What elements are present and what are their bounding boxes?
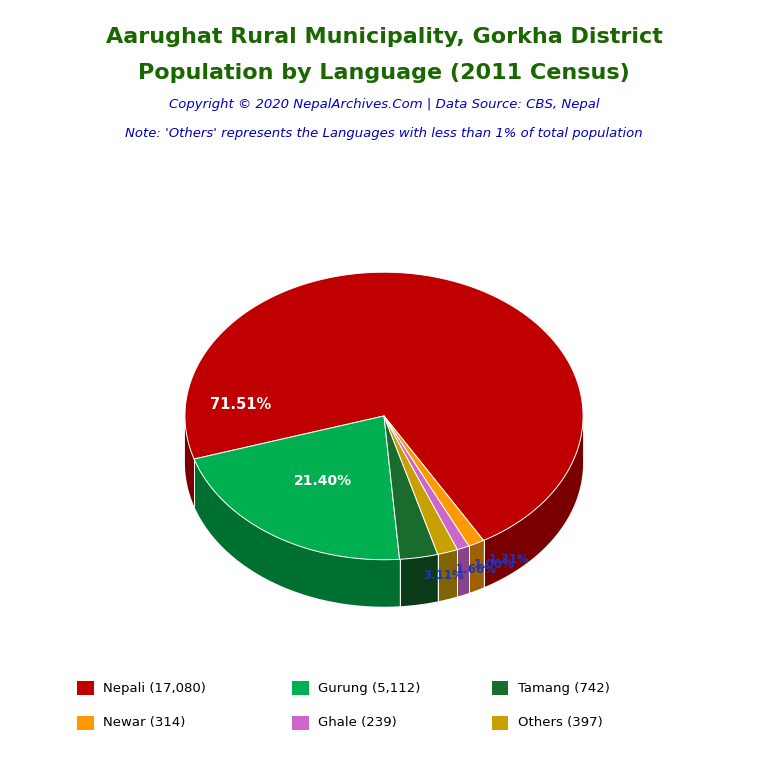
Text: Note: 'Others' represents the Languages with less than 1% of total population: Note: 'Others' represents the Languages …: [125, 127, 643, 140]
Text: 1.66%: 1.66%: [456, 564, 497, 576]
Text: Aarughat Rural Municipality, Gorkha District: Aarughat Rural Municipality, Gorkha Dist…: [105, 27, 663, 47]
Polygon shape: [194, 459, 399, 607]
Text: Nepali (17,080): Nepali (17,080): [103, 682, 206, 694]
Text: 1.31%: 1.31%: [488, 554, 529, 566]
Text: Population by Language (2011 Census): Population by Language (2011 Census): [138, 63, 630, 83]
Polygon shape: [438, 550, 458, 601]
Text: 71.51%: 71.51%: [210, 397, 271, 412]
Text: Ghale (239): Ghale (239): [318, 717, 397, 729]
Polygon shape: [484, 416, 583, 588]
Polygon shape: [458, 546, 469, 597]
Polygon shape: [384, 416, 484, 546]
Text: Newar (314): Newar (314): [103, 717, 185, 729]
Text: Gurung (5,112): Gurung (5,112): [318, 682, 420, 694]
Text: Others (397): Others (397): [518, 717, 602, 729]
Polygon shape: [194, 416, 399, 560]
Polygon shape: [469, 541, 484, 593]
Polygon shape: [185, 416, 194, 506]
Polygon shape: [399, 554, 438, 606]
Polygon shape: [384, 416, 458, 554]
Polygon shape: [384, 416, 438, 559]
Text: 1.00%: 1.00%: [474, 558, 515, 571]
Polygon shape: [384, 416, 469, 550]
Text: Copyright © 2020 NepalArchives.Com | Data Source: CBS, Nepal: Copyright © 2020 NepalArchives.Com | Dat…: [169, 98, 599, 111]
Text: 3.11%: 3.11%: [423, 569, 464, 582]
Text: 21.40%: 21.40%: [293, 475, 352, 488]
Text: Tamang (742): Tamang (742): [518, 682, 610, 694]
Polygon shape: [185, 272, 583, 541]
